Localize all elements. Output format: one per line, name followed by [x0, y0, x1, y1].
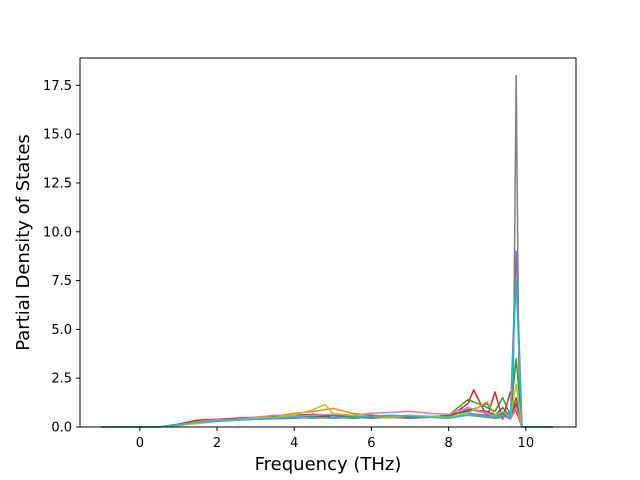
x-tick-label: 2: [213, 436, 221, 451]
y-tick-label: 10.0: [43, 225, 72, 240]
series-line-8: [101, 74, 553, 428]
y-axis-label: Partial Density of States: [13, 134, 34, 351]
y-tick-label: 2.5: [51, 372, 72, 387]
x-axis-ticks: 0 2 4 6 8 10: [136, 427, 534, 451]
y-tick-label: 17.5: [43, 79, 72, 94]
x-tick-label: 10: [518, 436, 535, 451]
x-tick-label: 8: [444, 436, 452, 451]
y-tick-label: 0.0: [51, 421, 72, 436]
y-axis-ticks: 0.0 2.5 5.0 7.5 10.0 12.5 15.0 17.5: [43, 79, 80, 436]
series-line-5: [101, 250, 553, 428]
series-line-4: [101, 389, 553, 428]
x-axis-label: Frequency (THz): [255, 454, 402, 475]
x-tick-label: 4: [290, 436, 298, 451]
plot-frame: [79, 57, 577, 428]
y-tick-label: 7.5: [51, 274, 72, 289]
series-layer: [101, 74, 553, 428]
x-tick-label: 6: [367, 436, 375, 451]
x-tick-label: 0: [136, 436, 144, 451]
y-tick-label: 12.5: [43, 176, 72, 191]
y-tick-label: 5.0: [51, 323, 72, 338]
y-tick-label: 15.0: [43, 128, 72, 143]
series-line-9: [101, 383, 553, 428]
series-line-10: [101, 279, 553, 428]
